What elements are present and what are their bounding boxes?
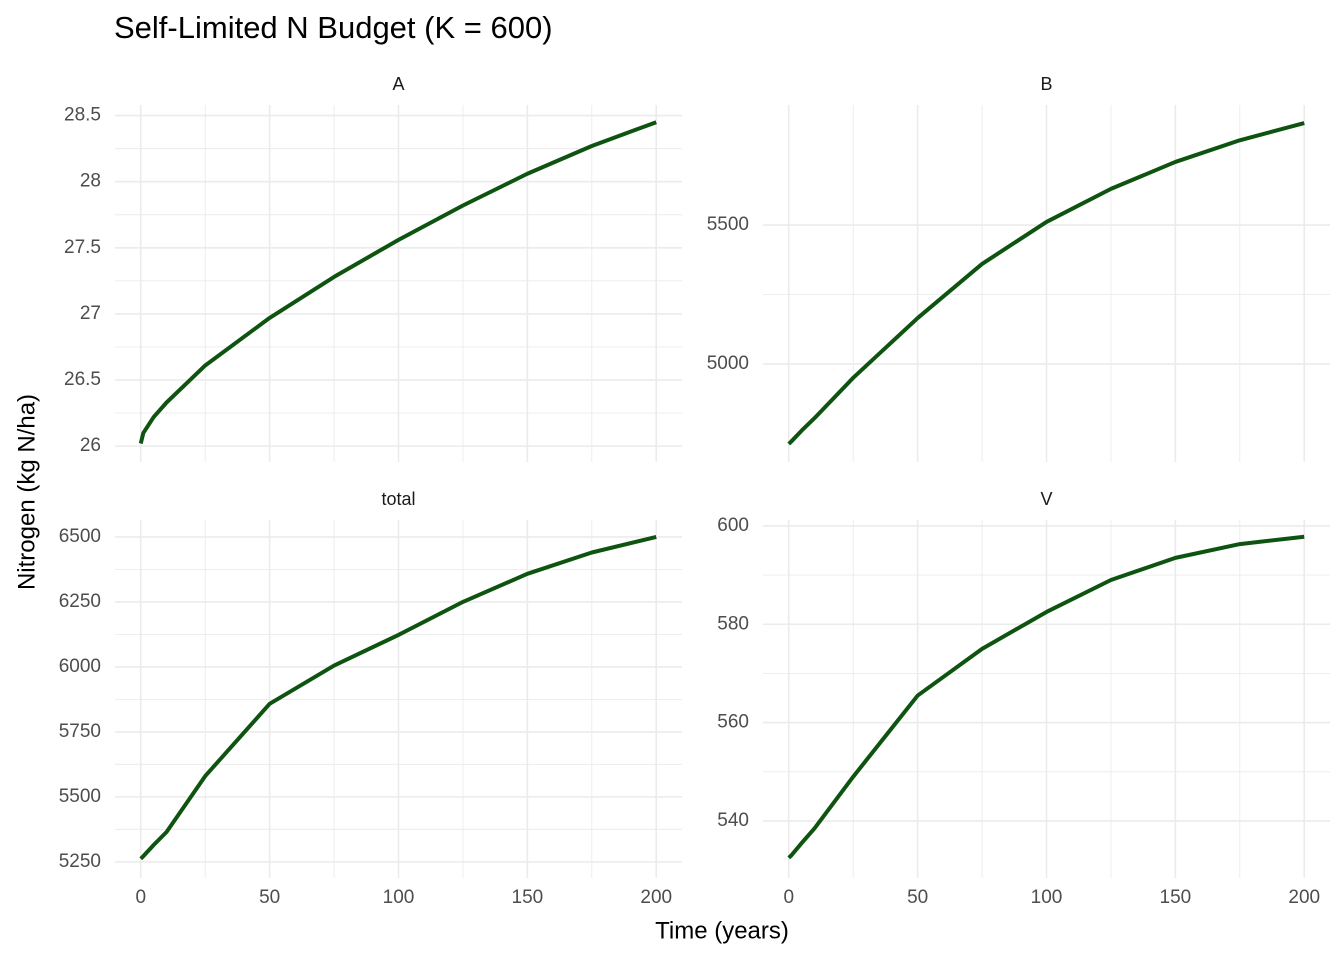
x-tick-label: 50 [907,887,928,908]
y-tick-label: 27.5 [64,237,101,258]
x-tick-label: 0 [783,887,794,908]
y-tick-label: 6250 [59,591,101,612]
x-tick-label: 100 [383,887,415,908]
y-tick-label: 580 [717,613,749,634]
y-tick-label: 26 [80,435,101,456]
facet-label: total [381,489,415,509]
y-tick-label: 540 [717,810,749,831]
x-tick-label: 200 [1288,887,1320,908]
x-tick-label: 150 [512,887,544,908]
y-tick-label: 28.5 [64,105,101,126]
y-tick-label: 5750 [59,721,101,742]
chart-title: Self-Limited N Budget (K = 600) [114,10,553,45]
y-tick-label: 560 [717,712,749,733]
data-line [787,534,1305,860]
x-tick-label: 150 [1160,887,1192,908]
data-line [139,534,657,861]
y-tick-label: 26.5 [64,369,101,390]
y-tick-label: 6000 [59,656,101,677]
x-tick-label: 50 [259,887,280,908]
y-tick-label: 5000 [707,353,749,374]
y-tick-label: 28 [80,171,101,192]
y-tick-label: 5500 [707,214,749,235]
facet-label: V [1040,489,1052,509]
x-tick-label: 100 [1031,887,1063,908]
facet-label: B [1040,74,1052,94]
y-tick-label: 6500 [59,526,101,547]
facet-label: A [392,74,404,94]
y-axis-label: Nitrogen (kg N/ha) [13,394,40,590]
y-tick-label: 5250 [59,851,101,872]
x-axis-label: Time (years) [655,917,789,944]
x-tick-label: 0 [135,887,146,908]
data-line [787,121,1305,446]
y-tick-label: 27 [80,303,101,324]
y-tick-label: 600 [717,515,749,536]
y-tick-label: 5500 [59,786,101,807]
x-tick-label: 200 [640,887,672,908]
data-line [138,120,657,444]
